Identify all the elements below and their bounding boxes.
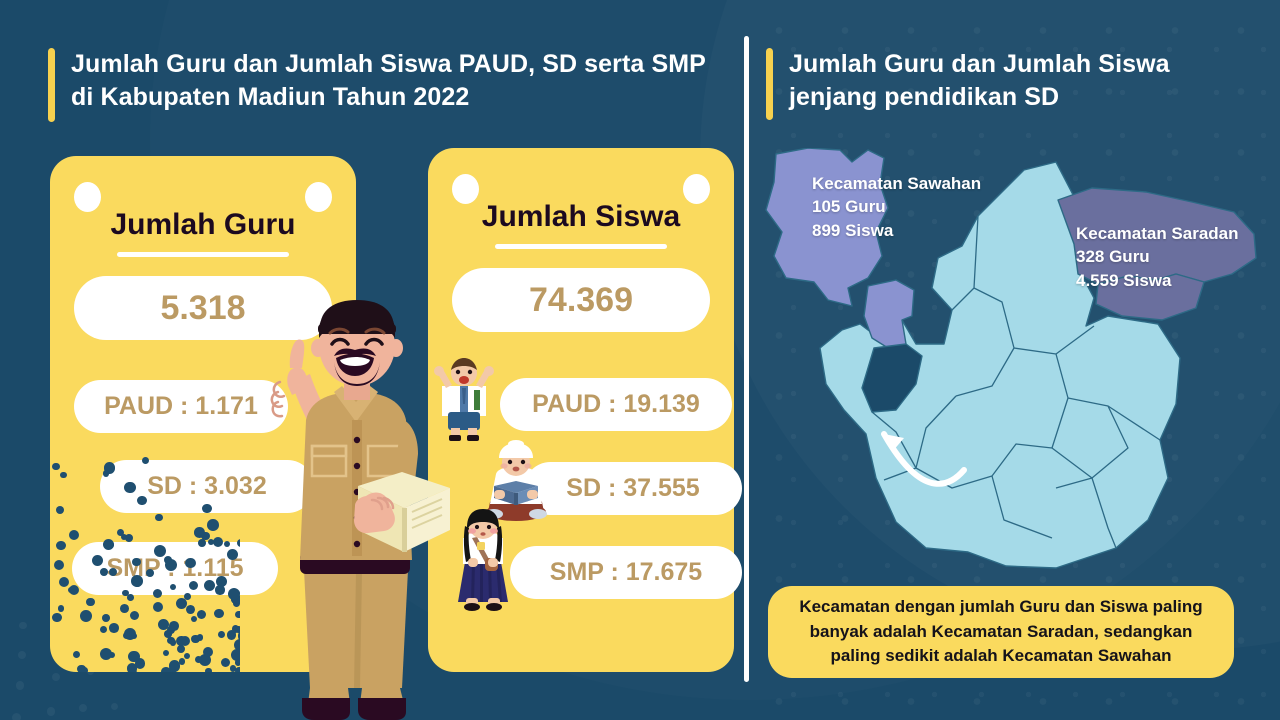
guru-total-value: 5.318 [74, 276, 332, 340]
card-title-underline [495, 244, 667, 249]
map-region-dark [861, 343, 923, 413]
card-title-siswa: Jumlah Siswa [481, 200, 681, 233]
card-title-underline [117, 252, 289, 257]
paud-student-illustration [434, 358, 494, 441]
map-region-sawahan-exclave [765, 148, 889, 307]
teacher-illustration [270, 300, 450, 720]
siswa-total-value: 74.369 [452, 268, 710, 332]
map-region-sawahan [863, 279, 915, 349]
map-region-saradan [1057, 187, 1257, 285]
map-caption-box: Kecamatan dengan jumlah Guru dan Siswa p… [768, 586, 1234, 678]
card-hole-left-icon [452, 174, 479, 204]
card-hole-left-icon [74, 182, 101, 212]
smp-student-illustration [458, 509, 508, 611]
map-callout-arrowhead [884, 434, 904, 452]
sawahan-name: Kecamatan Sawahan [812, 174, 982, 193]
madiun-district-map [765, 148, 1257, 569]
siswa-smp-value: SMP : 17.675 [510, 546, 742, 599]
right-title-text: Jumlah Guru dan Jumlah Siswa jenjang pen… [789, 50, 1170, 111]
map-callout-arrow [881, 431, 967, 487]
guru-smp-value: SMP : 1.115 [72, 542, 278, 595]
saradan-name: Kecamatan Saradan [1076, 224, 1239, 243]
title-accent-bar [766, 48, 773, 120]
left-panel-title: Jumlah Guru dan Jumlah Siswa PAUD, SD se… [48, 48, 708, 122]
card-hole-right-icon [305, 182, 332, 212]
title-accent-bar [48, 48, 55, 122]
saradan-teachers: 328 Guru [1076, 247, 1150, 267]
map-label-sawahan: Kecamatan Sawahan 105 Guru 899 Siswa [812, 172, 981, 242]
card-title-guru: Jumlah Guru [110, 208, 296, 241]
map-region-saradan-lobe [1095, 273, 1205, 321]
map-label-saradan: Kecamatan Saradan 328 Guru 4.559 Siswa [1076, 222, 1239, 292]
siswa-paud-value: PAUD : 19.139 [500, 378, 732, 431]
guru-paud-value: PAUD : 1.171 [74, 380, 288, 433]
panel-divider [744, 36, 749, 682]
saradan-students: 4.559 Siswa [1076, 270, 1172, 290]
sd-student-illustration [485, 440, 547, 521]
right-panel-title: Jumlah Guru dan Jumlah Siswa jenjang pen… [766, 48, 1236, 120]
siswa-sd-value: SD : 37.555 [524, 462, 742, 515]
sawahan-students: 899 Siswa [812, 220, 894, 240]
card-hole-right-icon [683, 174, 710, 204]
sawahan-teachers: 105 Guru [812, 197, 886, 217]
left-title-text: Jumlah Guru dan Jumlah Siswa PAUD, SD se… [71, 50, 706, 111]
map-caption-text: Kecamatan dengan jumlah Guru dan Siswa p… [799, 597, 1203, 666]
